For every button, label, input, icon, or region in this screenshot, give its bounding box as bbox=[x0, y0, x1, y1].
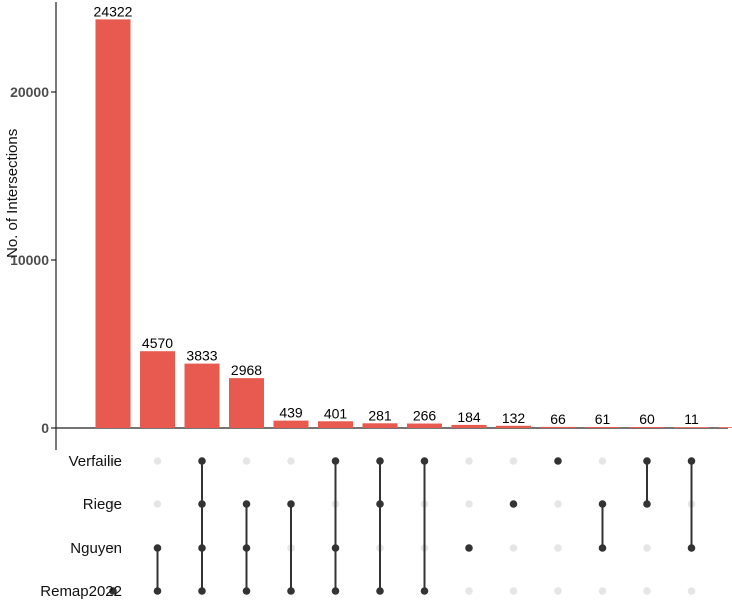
y-axis-label: No. of Intersections bbox=[4, 128, 21, 258]
matrix-dot-active bbox=[331, 544, 340, 552]
bar-value-label: 266 bbox=[413, 408, 437, 424]
matrix-dot-active bbox=[643, 457, 651, 465]
matrix-dot-active bbox=[153, 587, 162, 595]
matrix-dot-active bbox=[287, 500, 295, 508]
matrix-dot-active bbox=[109, 587, 117, 595]
matrix-dot-inactive bbox=[242, 457, 251, 465]
set-label-verfailie: Verfailie bbox=[68, 453, 122, 470]
intersection-bar bbox=[362, 423, 398, 428]
matrix-dot-inactive bbox=[109, 544, 117, 552]
bar-value-label: 401 bbox=[324, 405, 348, 421]
matrix-dot-active bbox=[420, 457, 429, 465]
intersection-bar bbox=[95, 19, 131, 428]
intersection-bar bbox=[674, 427, 709, 428]
matrix-dot-inactive bbox=[109, 500, 117, 508]
matrix-dot-inactive bbox=[554, 500, 562, 508]
matrix-dot-active bbox=[687, 457, 696, 465]
matrix-dot-inactive bbox=[643, 544, 651, 552]
matrix-dot-active bbox=[242, 500, 251, 508]
matrix-dot-inactive bbox=[687, 587, 696, 595]
intersection-bar bbox=[585, 426, 620, 428]
intersection-bar bbox=[273, 420, 309, 428]
bar-layer: 24322 4570 3833 2968 439 401 281 266 184 132 66 61 6… bbox=[94, 3, 732, 428]
intersection-bar bbox=[184, 363, 220, 428]
matrix-dot-active bbox=[687, 544, 696, 552]
matrix-dot-active bbox=[242, 587, 251, 595]
matrix-dot-active bbox=[242, 544, 251, 552]
matrix-dot-inactive bbox=[598, 457, 607, 465]
set-label-remap2022: Remap2022 bbox=[40, 583, 122, 600]
matrix-dot-active bbox=[198, 457, 206, 465]
bar-value-label: 184 bbox=[457, 409, 481, 425]
matrix-dot-inactive bbox=[465, 457, 473, 465]
matrix-dot-active bbox=[198, 544, 206, 552]
bar-value-label: 3833 bbox=[186, 348, 217, 364]
matrix-dot-inactive bbox=[598, 587, 607, 595]
matrix-dot-active bbox=[198, 587, 206, 595]
matrix-dot-active bbox=[554, 457, 562, 465]
y-tick-label: 0 bbox=[41, 420, 49, 436]
bar-value-label: 439 bbox=[279, 405, 303, 421]
matrix-dot-inactive bbox=[153, 457, 162, 465]
bar-value-label: 60 bbox=[639, 411, 655, 427]
intersection-bar bbox=[451, 424, 487, 428]
matrix-dot-inactive bbox=[465, 500, 473, 508]
matrix-dot-inactive bbox=[465, 587, 473, 595]
matrix-dot-active bbox=[376, 587, 384, 595]
matrix-dot-active bbox=[509, 500, 518, 508]
matrix-dot-inactive bbox=[554, 587, 562, 595]
matrix-dot-active bbox=[198, 500, 206, 508]
bar-value-label: 66 bbox=[550, 411, 566, 427]
bar-value-label: 11 bbox=[684, 411, 699, 427]
bar-value-label: 281 bbox=[368, 407, 392, 423]
matrix-dot-active bbox=[465, 544, 473, 552]
matrix-dot-inactive bbox=[509, 587, 518, 595]
bar-value-label: 132 bbox=[502, 410, 526, 426]
intersection-bar bbox=[629, 426, 665, 428]
matrix-dot-inactive bbox=[509, 544, 518, 552]
matrix-dot-active bbox=[643, 500, 651, 508]
bar-value-label: 4570 bbox=[142, 335, 173, 351]
intersection-bar bbox=[229, 378, 264, 428]
matrix-dot-active bbox=[331, 457, 340, 465]
matrix-dot-inactive bbox=[287, 457, 295, 465]
intersection-bar bbox=[318, 421, 353, 428]
matrix-layer bbox=[109, 457, 696, 595]
matrix-dot-active bbox=[376, 457, 384, 465]
intersection-bar bbox=[540, 426, 576, 428]
matrix-dot-active bbox=[376, 500, 384, 508]
matrix-dot-inactive bbox=[153, 500, 162, 508]
bar-value-label: 61 bbox=[595, 411, 611, 427]
bar-value-label: 24322 bbox=[94, 3, 133, 19]
matrix-dot-active bbox=[331, 587, 340, 595]
matrix-dot-active bbox=[153, 544, 162, 552]
y-tick-label: 20000 bbox=[10, 84, 49, 100]
matrix-dot-active bbox=[287, 587, 295, 595]
matrix-dot-inactive bbox=[643, 587, 651, 595]
matrix-dot-inactive bbox=[554, 544, 562, 552]
intersection-bar bbox=[496, 425, 531, 428]
matrix-dot-active bbox=[598, 544, 607, 552]
intersection-bar bbox=[407, 423, 442, 428]
matrix-dot-active bbox=[598, 500, 607, 508]
matrix-dot-active bbox=[420, 587, 429, 595]
intersection-bar bbox=[718, 427, 732, 428]
bar-value-label: 2968 bbox=[231, 362, 262, 378]
set-label-nguyen: Nguyen bbox=[70, 540, 122, 557]
y-tick-label: 10000 bbox=[10, 252, 49, 268]
set-label-riege: Riege bbox=[82, 496, 122, 513]
intersection-bar bbox=[140, 351, 175, 428]
matrix-dot-inactive bbox=[109, 457, 117, 465]
matrix-dot-inactive bbox=[509, 457, 518, 465]
